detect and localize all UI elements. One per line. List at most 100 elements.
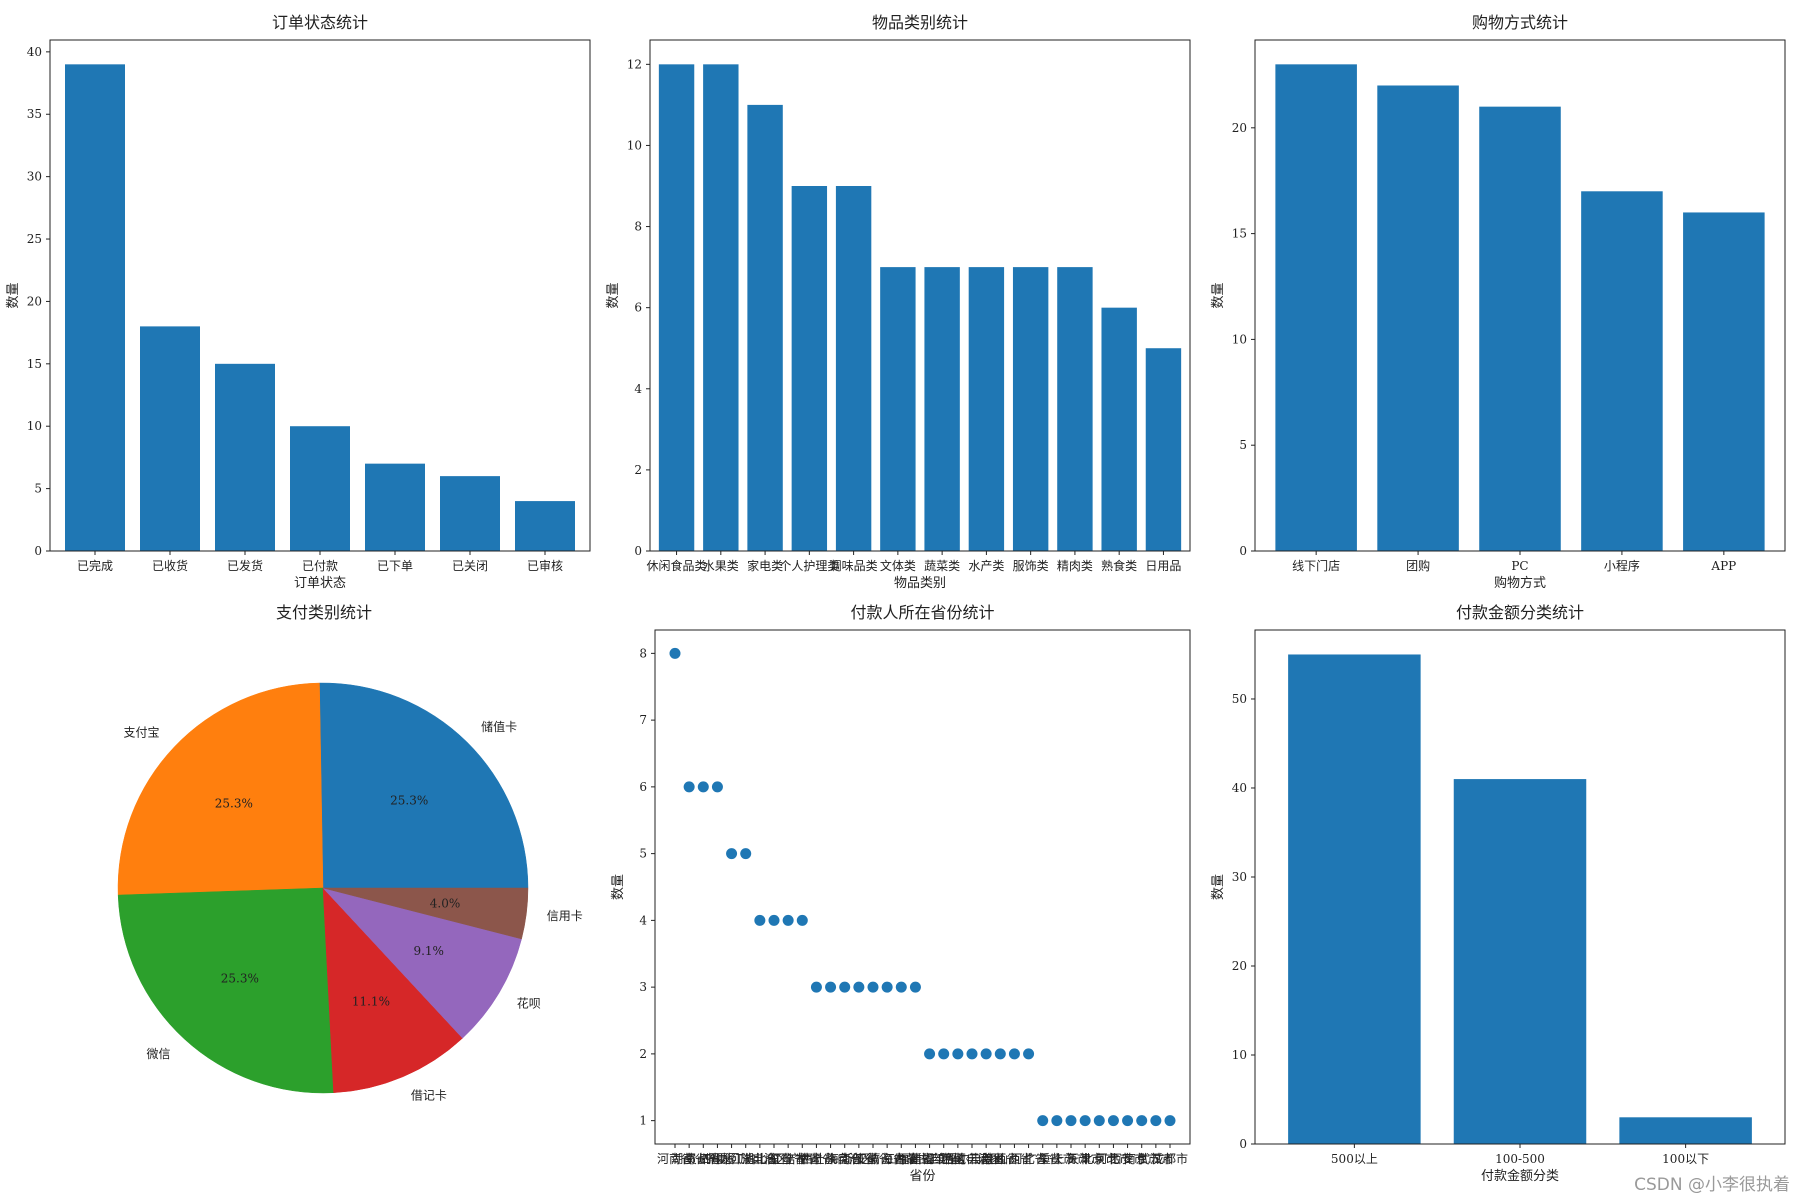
payer-province-point (853, 981, 865, 993)
payer-province-xtick-label: 西安市 (1110, 1151, 1146, 1166)
payer-province-xtick-label: 黑龙江省 (708, 1152, 756, 1166)
payer-province-point (1079, 1115, 1091, 1127)
item-category-ytick-label: 0 (634, 544, 642, 558)
order-status-bar (65, 64, 125, 551)
payer-province-point (726, 848, 738, 860)
payer-province-xtick-label: 四川省 (699, 1152, 735, 1166)
payer-province-point (924, 1048, 936, 1060)
payer-province-xtick-label: 新疆维吾尔自治区 (910, 1151, 1006, 1166)
order-status-xlabel: 订单状态 (294, 576, 346, 591)
shopping-method-xtick-label: PC (1511, 559, 1528, 573)
item-category-xtick-label: 水产类 (968, 559, 1004, 573)
payer-province-xtick-label: 云南省 (968, 1151, 1004, 1166)
payer-province-xtick-label: 武汉市 (1138, 1151, 1174, 1166)
payer-province-point (1051, 1115, 1063, 1127)
order-status-xtick-label: 已收货 (152, 558, 188, 573)
payer-province-point (1136, 1115, 1148, 1127)
payer-province-xtick-label: 辽宁省 (770, 1151, 806, 1166)
payer-province-ylabel: 数量 (611, 874, 626, 900)
payer-province-ytick-label: 7 (639, 713, 647, 727)
payer-province-point (683, 781, 695, 793)
item-category-bar (658, 64, 695, 551)
item-category-bar (1057, 267, 1093, 551)
payer-province-point (825, 981, 837, 993)
shopping-method-xlabel: 购物方式 (1494, 575, 1546, 591)
shopping-method-bar (1581, 191, 1663, 551)
payer-province-point (1164, 1115, 1176, 1127)
item-category-xtick-label: 水果类 (703, 559, 739, 573)
payment-amount-ytick-label: 40 (1232, 781, 1247, 795)
payment-amount-xtick-label: 500以上 (1331, 1152, 1378, 1166)
payer-province-point (1107, 1115, 1119, 1127)
payer-province-xtick-label: 山西省 (996, 1152, 1032, 1166)
item-category-bar (835, 186, 872, 551)
pie-slice (322, 887, 522, 1039)
order-status-bar (215, 363, 275, 551)
shopping-method-xtick-label: 线下门店 (1292, 558, 1340, 573)
pie-slice (322, 887, 463, 1093)
shopping-method-xtick-label: APP (1710, 559, 1736, 573)
order-status-xtick-label: 已审核 (527, 558, 563, 573)
order-status-xtick-label: 已下单 (377, 559, 413, 573)
payer-province-point (768, 914, 780, 926)
payer-province-xtick-label: 浙江省 (841, 1152, 877, 1166)
payer-province-ytick-label: 5 (639, 847, 647, 861)
order-status-ytick-label: 25 (27, 232, 42, 246)
shopping-method-ytick-label: 15 (1232, 227, 1247, 241)
pie-slice-label: 信用卡 (547, 909, 583, 923)
pie-percent-label: 25.3% (215, 796, 253, 810)
item-category-xtick-label: 调味品类 (830, 559, 878, 573)
payer-province-ytick-label: 6 (639, 780, 647, 794)
payer-province-ytick-label: 1 (639, 1114, 647, 1128)
payer-province-point (881, 981, 893, 993)
order-status-ytick-label: 30 (27, 170, 42, 184)
payer-province-point (909, 981, 921, 993)
order-status-bar (290, 426, 350, 551)
item-category-bar (703, 64, 739, 551)
payment-amount-bar (1288, 654, 1421, 1144)
order-status-bar (515, 501, 575, 551)
payer-province-xtick-label: 吉林省 (784, 1152, 820, 1166)
pie-percent-label: 4.0% (430, 896, 461, 910)
item-category-ytick-label: 6 (634, 301, 642, 315)
payer-province-xtick-label: 贵州省 (685, 1152, 721, 1166)
payment-amount-xtick-label: 100-500 (1495, 1152, 1545, 1166)
item-category-bar (968, 267, 1005, 551)
payer-province-xtick-label: 成都市 (1152, 1151, 1188, 1166)
pie-percent-label: 25.3% (390, 793, 428, 807)
payment-amount-ytick-label: 30 (1232, 870, 1247, 884)
payer-province-xtick-label: 广东省 (1025, 1152, 1061, 1166)
payer-province-point (895, 981, 907, 993)
payer-province-xtick-label: 重庆市 (1039, 1151, 1075, 1166)
payer-province-point (810, 981, 822, 993)
payer-province-point (711, 781, 723, 793)
shopping-method-xtick-label: 小程序 (1604, 558, 1640, 573)
payer-province-xtick-label: 湖南省 (671, 1151, 707, 1166)
payer-province-xtick-label: 南京市 (1124, 1151, 1160, 1166)
shopping-method-ylabel: 数量 (1211, 282, 1226, 308)
payer-province-point (697, 781, 709, 793)
payer-province-ytick-label: 8 (639, 646, 647, 660)
payment-amount-bar (1619, 1117, 1752, 1144)
item-category-xtick-label: 个人护理类 (779, 559, 839, 573)
payer-province-point (796, 914, 808, 926)
payment-amount-title: 付款金额分类统计 (1456, 603, 1584, 622)
pie-slice-label: 储值卡 (481, 719, 517, 734)
payer-province-xtick-label: 西藏自治区 (942, 1152, 1002, 1166)
order-status-bar (140, 326, 200, 551)
payer-province-ytick-label: 4 (639, 913, 647, 927)
payer-province-point (740, 848, 752, 860)
item-category-bar (1101, 307, 1137, 551)
item-category-bar (924, 267, 960, 551)
pie-slice (322, 887, 529, 940)
payer-province-title: 付款人所在省份统计 (850, 603, 994, 622)
payer-province-point (1150, 1115, 1162, 1127)
pie-slice-label: 借记卡 (411, 1089, 447, 1103)
item-category-xtick-label: 服饰类 (1013, 559, 1049, 573)
pie-slice-label: 微信 (147, 1047, 171, 1061)
item-category-xtick-label: 日用品 (1145, 559, 1181, 573)
payment-amount-ytick-label: 20 (1232, 959, 1247, 973)
payer-province-xtick-label: 甘肃省 (798, 1152, 834, 1166)
payer-province-xtick-label: 海南省 (827, 1151, 863, 1166)
order-status-ytick-label: 5 (34, 482, 42, 496)
